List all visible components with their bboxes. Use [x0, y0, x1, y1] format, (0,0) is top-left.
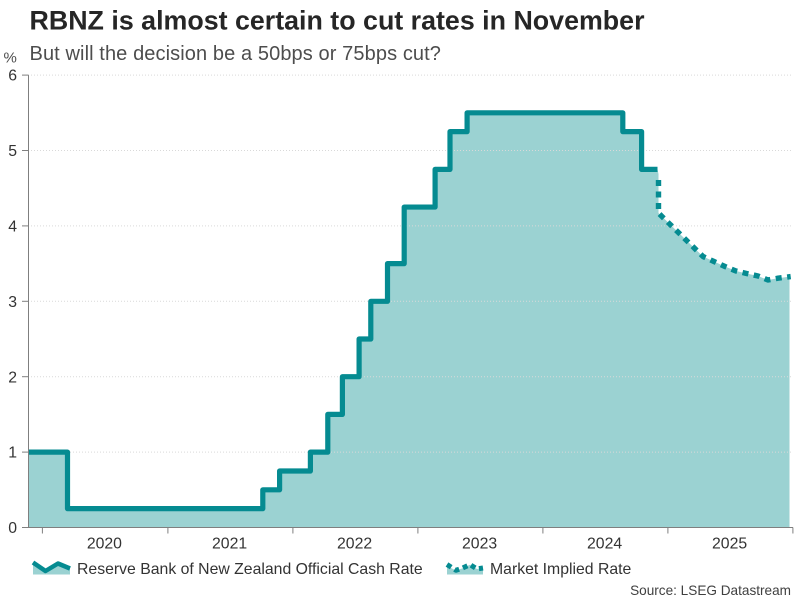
svg-text:2021: 2021 [212, 535, 247, 552]
svg-text:RBNZ is almost certain to cut: RBNZ is almost certain to cut rates in N… [30, 6, 646, 36]
svg-text:2025: 2025 [712, 535, 747, 552]
svg-text:3: 3 [8, 294, 17, 311]
svg-text:0: 0 [8, 520, 17, 537]
svg-text:6: 6 [8, 68, 17, 85]
svg-text:Market Implied Rate: Market Implied Rate [490, 561, 632, 578]
svg-text:Reserve Bank of New Zealand Of: Reserve Bank of New Zealand Official Cas… [77, 561, 423, 578]
svg-text:2023: 2023 [462, 535, 497, 552]
svg-text:5: 5 [8, 143, 17, 160]
svg-text:2020: 2020 [87, 535, 122, 552]
svg-text:But will the decision be a 50b: But will the decision be a 50bps or 75bp… [30, 43, 442, 65]
svg-text:2: 2 [8, 369, 17, 386]
svg-text:1: 1 [8, 445, 17, 462]
svg-text:2024: 2024 [587, 535, 622, 552]
svg-text:%: % [4, 50, 17, 67]
svg-text:2022: 2022 [337, 535, 372, 552]
svg-text:4: 4 [8, 219, 17, 236]
svg-text:Source: LSEG Datastream: Source: LSEG Datastream [630, 583, 791, 598]
